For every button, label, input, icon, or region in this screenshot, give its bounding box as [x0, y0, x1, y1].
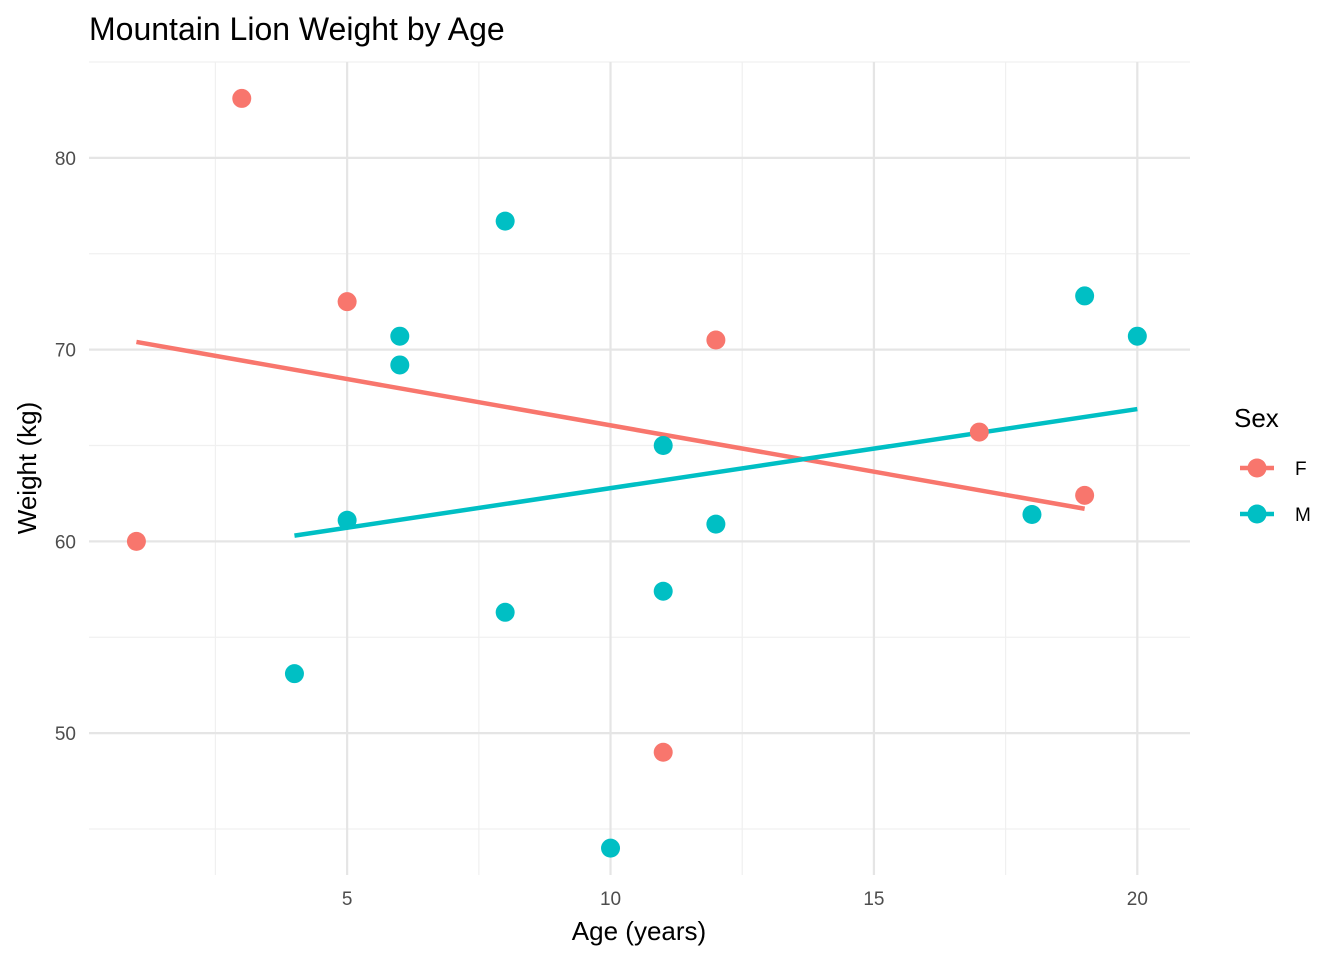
- legend-label: F: [1295, 459, 1307, 480]
- legend-item-f: F: [1240, 458, 1307, 480]
- y-axis-title: Weight (kg): [12, 402, 42, 534]
- trend-lines: [136, 339, 1138, 538]
- legend-label: M: [1295, 505, 1311, 526]
- point-m: [706, 514, 726, 534]
- point-f: [969, 422, 989, 442]
- legend-title: Sex: [1234, 403, 1279, 433]
- legend-item-m: M: [1240, 504, 1311, 526]
- grid: [89, 61, 1190, 875]
- point-m: [390, 355, 410, 375]
- trend-line-m: [294, 406, 1138, 538]
- point-f: [232, 88, 252, 108]
- x-tick-label: 5: [342, 889, 353, 910]
- legend-key-point: [1247, 458, 1267, 478]
- y-tick-label: 60: [55, 532, 76, 553]
- point-m: [653, 581, 673, 601]
- point-m: [390, 326, 410, 346]
- point-m: [1075, 286, 1095, 306]
- point-f: [653, 742, 673, 762]
- x-tick-label: 10: [600, 889, 621, 910]
- point-m: [495, 211, 515, 231]
- y-tick-label: 50: [55, 724, 76, 745]
- point-m: [1127, 326, 1147, 346]
- y-axis-ticks: 50 60 70 80: [55, 149, 76, 745]
- point-m: [601, 838, 621, 858]
- x-tick-label: 20: [1127, 889, 1148, 910]
- y-tick-label: 80: [55, 149, 76, 170]
- point-m: [495, 602, 515, 622]
- point-f: [1075, 485, 1095, 505]
- point-f: [706, 330, 726, 350]
- trend-line-f: [136, 339, 1086, 511]
- x-axis-ticks: 5 10 15 20: [342, 889, 1148, 910]
- y-tick-label: 70: [55, 341, 76, 362]
- point-m: [284, 664, 304, 684]
- legend: Sex F M: [1234, 403, 1311, 526]
- x-axis-title: Age (years): [572, 916, 706, 946]
- point-m: [337, 510, 357, 530]
- point-m: [653, 435, 673, 455]
- chart-title: Mountain Lion Weight by Age: [89, 11, 505, 47]
- point-f: [337, 292, 357, 312]
- data-points: [126, 88, 1147, 858]
- x-tick-label: 15: [863, 889, 884, 910]
- point-m: [1022, 505, 1042, 525]
- legend-key-point: [1247, 504, 1267, 524]
- point-f: [126, 531, 146, 551]
